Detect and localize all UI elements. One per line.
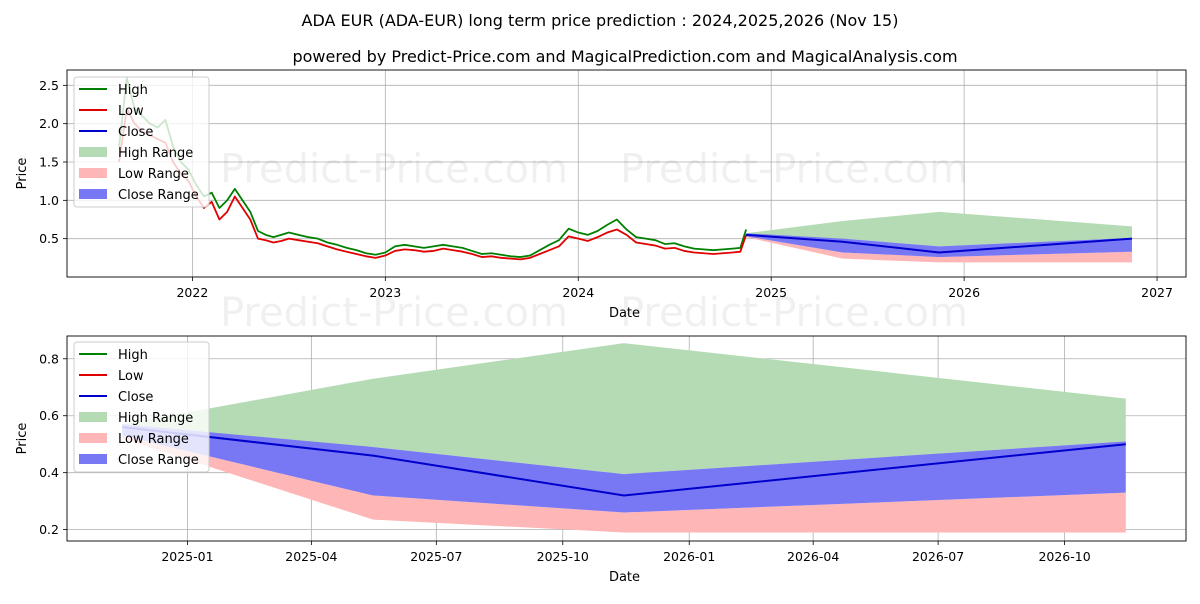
high-range-band bbox=[746, 211, 1132, 247]
legend-box bbox=[73, 76, 210, 208]
plot-area bbox=[118, 76, 1133, 263]
legend-low-range-swatch bbox=[79, 168, 107, 178]
y-tick-label: 0.4 bbox=[39, 465, 59, 480]
bottom-panel: 2025-01 2025-04 2025-07 2025-10 2026-01 2026-… bbox=[15, 335, 1187, 585]
plot-frame bbox=[66, 69, 1187, 278]
x-tick-label: 2026-10 bbox=[1038, 549, 1090, 564]
x-tick-label: 2026-01 bbox=[663, 549, 715, 564]
chart-subtitle: powered by Predict-Price.com and Magical… bbox=[292, 47, 957, 66]
legend-label: High bbox=[118, 348, 148, 363]
legend-label: Low bbox=[118, 369, 144, 384]
x-tick-label: 2026-07 bbox=[912, 549, 964, 564]
watermark-text: Predict-Price.com bbox=[620, 147, 968, 193]
y-tick-label: 0.2 bbox=[39, 522, 59, 537]
x-axis-label: Date bbox=[609, 306, 640, 321]
legend-label: Low Range bbox=[118, 432, 189, 447]
x-tick-label: 2026 bbox=[948, 285, 980, 300]
y-tick-label: 0.6 bbox=[39, 408, 59, 423]
y-tick-label: 0.5 bbox=[39, 231, 59, 246]
legend-box bbox=[73, 341, 210, 473]
legend-label: High Range bbox=[118, 411, 193, 426]
x-tick-label: 2025-07 bbox=[410, 549, 462, 564]
legend-label: Close Range bbox=[118, 188, 199, 203]
high-range-band bbox=[122, 343, 1126, 475]
legend-close-range-swatch bbox=[79, 189, 107, 199]
plot-frame bbox=[66, 335, 1187, 542]
x-tick-label: 2025-01 bbox=[161, 549, 213, 564]
y-tick-label: 1.5 bbox=[39, 155, 59, 170]
legend-label: Low bbox=[118, 104, 144, 119]
legend-label: High bbox=[118, 83, 148, 98]
chart-title: ADA EUR (ADA-EUR) long term price predic… bbox=[302, 11, 899, 30]
legend: High Low Close High Range Low Range Close Ran… bbox=[73, 341, 210, 473]
x-tick-label: 2025 bbox=[755, 285, 787, 300]
close-forecast-line bbox=[746, 233, 1133, 254]
watermark-text: Predict-Price.com bbox=[220, 290, 568, 336]
legend-label: Close bbox=[118, 390, 153, 405]
watermark-text: Predict-Price.com bbox=[220, 147, 568, 193]
close-range-band bbox=[746, 233, 1132, 258]
x-tick-label: 2022 bbox=[176, 285, 208, 300]
legend-label: Close Range bbox=[118, 453, 199, 468]
x-tick-label: 2023 bbox=[369, 285, 401, 300]
x-tick-label: 2026-04 bbox=[787, 549, 839, 564]
legend-label: Low Range bbox=[118, 167, 189, 182]
x-tick-label: 2024 bbox=[562, 285, 594, 300]
legend-label: High Range bbox=[118, 146, 193, 161]
y-tick-label: 0.8 bbox=[39, 351, 59, 366]
low-range-band bbox=[746, 236, 1132, 263]
legend-high-range-swatch bbox=[79, 412, 107, 422]
legend-low-range-swatch bbox=[79, 433, 107, 443]
legend-close-range-swatch bbox=[79, 454, 107, 464]
y-tick-label: 2.5 bbox=[39, 78, 59, 93]
x-axis-label: Date bbox=[609, 570, 640, 585]
low-range-band bbox=[122, 435, 1126, 533]
top-panel: 2022 2023 2024 2025 2026 2027 0.5 1.0 1.5 2.0 2.5 P… bbox=[15, 69, 1187, 336]
watermark-text: Predict-Price.com bbox=[620, 290, 968, 336]
close-range-band bbox=[122, 424, 1126, 513]
y-axis-label: Price bbox=[15, 423, 30, 455]
legend: High Low Close High Range Low Range Close Ran… bbox=[73, 76, 210, 208]
close-forecast-line bbox=[122, 426, 1126, 497]
y-tick-label: 1.0 bbox=[39, 193, 59, 208]
x-tick-label: 2025-04 bbox=[285, 549, 337, 564]
y-tick-label: 2.0 bbox=[39, 116, 59, 131]
x-tick-label: 2027 bbox=[1141, 285, 1173, 300]
x-tick-label: 2025-10 bbox=[537, 549, 589, 564]
legend-label: Close bbox=[118, 125, 153, 140]
plot-area bbox=[122, 343, 1126, 533]
legend-high-range-swatch bbox=[79, 147, 107, 157]
y-axis-label: Price bbox=[15, 158, 30, 190]
